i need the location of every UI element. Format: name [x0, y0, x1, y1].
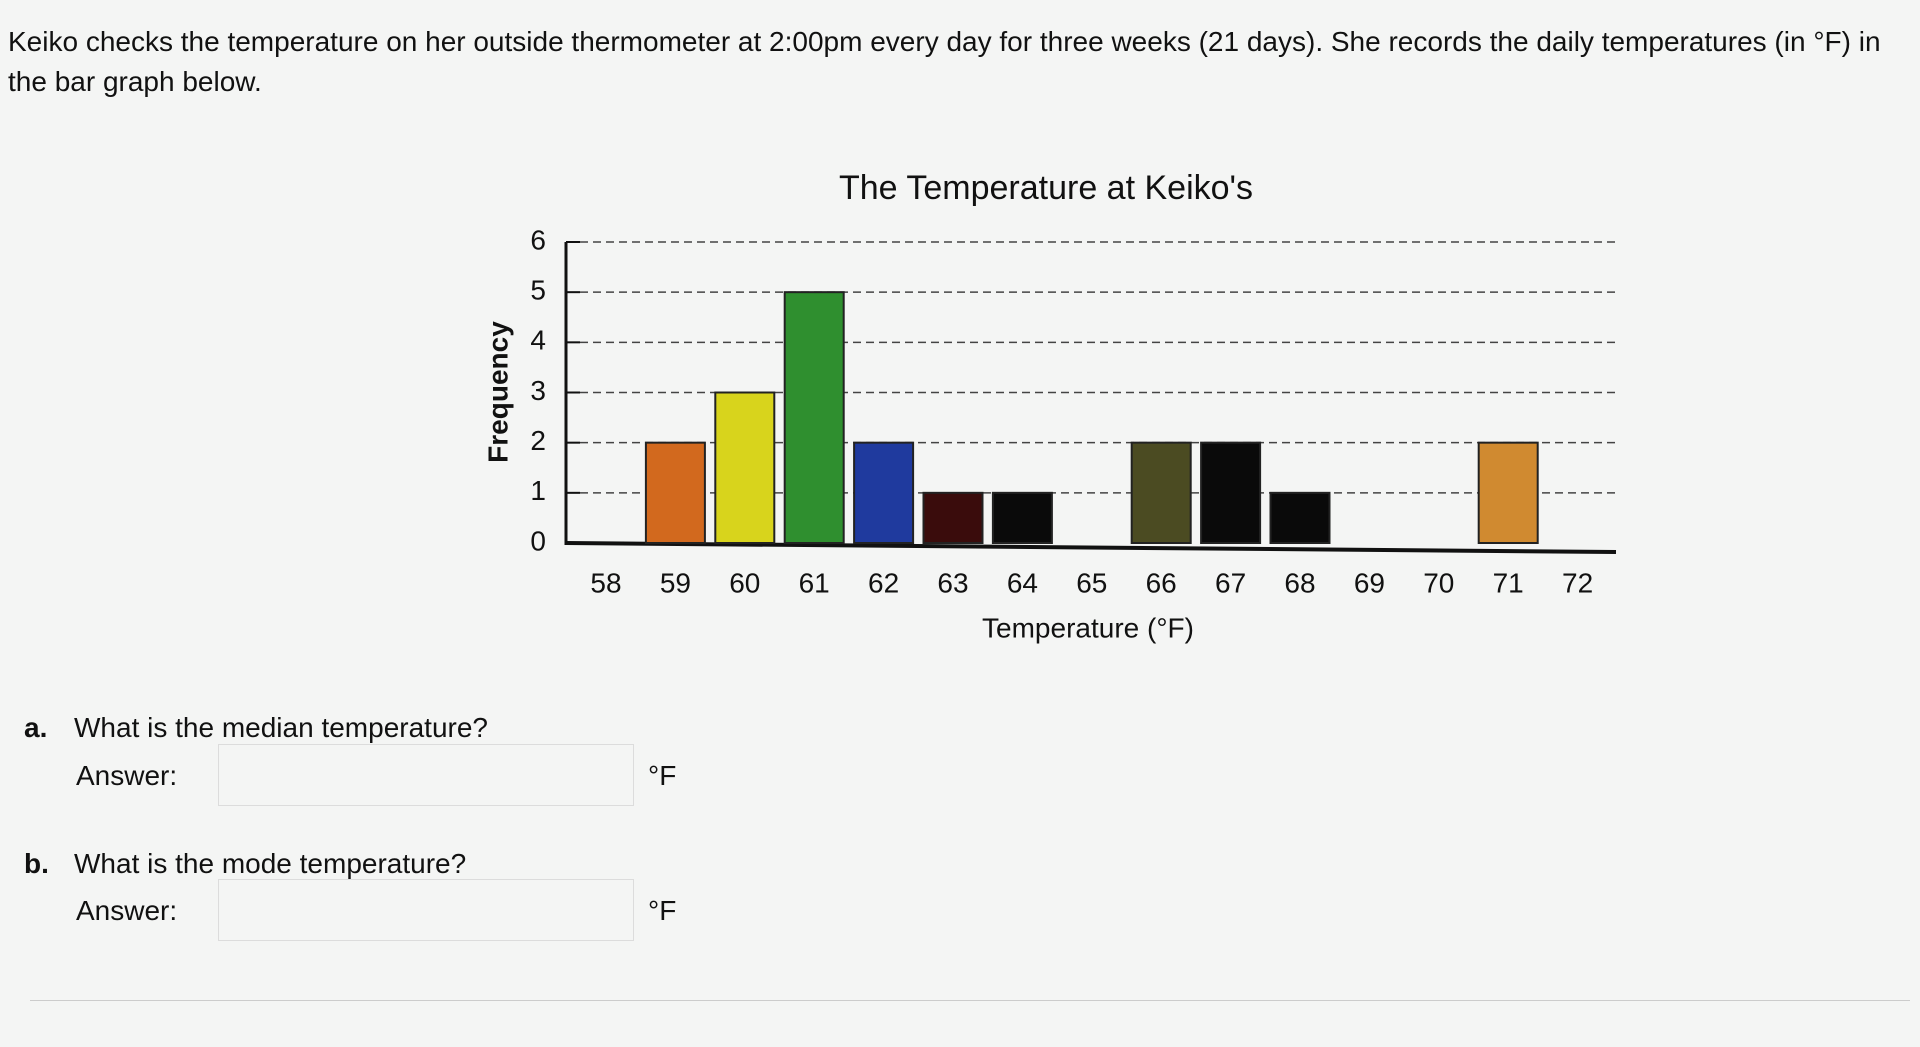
bar: [1477, 441, 1539, 544]
question-text: What is the median temperature?: [74, 712, 488, 743]
bar: [853, 441, 915, 544]
x-tick-label: 62: [868, 567, 899, 598]
chart: The Temperature at Keiko's Temperature (…: [482, 169, 1617, 643]
answer-input[interactable]: [218, 744, 634, 806]
answer-unit: °F: [648, 895, 677, 926]
x-tick-label: 63: [937, 567, 968, 598]
x-axis-label: Temperature (°F): [982, 612, 1194, 643]
answer-label: Answer:: [76, 760, 178, 791]
x-tick-label: 71: [1493, 567, 1524, 598]
question-text: What is the mode temperature?: [74, 848, 467, 879]
answer-label: Answer:: [76, 895, 178, 926]
x-tick-label: 69: [1354, 567, 1385, 598]
question-letter: a.: [24, 712, 48, 743]
y-axis-label: Frequency: [482, 321, 513, 463]
question-a: a. What is the median temperature?: [24, 712, 488, 744]
y-tick-label: 6: [530, 224, 546, 255]
x-tick-label: 67: [1215, 567, 1246, 598]
y-tick-label: 0: [530, 525, 546, 556]
question-letter: b.: [24, 848, 49, 879]
x-tick-label: 72: [1562, 567, 1593, 598]
x-tick-label: 61: [799, 567, 830, 598]
answer-unit: °F: [648, 760, 677, 791]
x-tick-label: 70: [1423, 567, 1454, 598]
answer-input[interactable]: [218, 879, 634, 941]
answer-row: Answer: °F: [76, 744, 676, 806]
bar: [1200, 441, 1262, 544]
x-tick-label: 58: [590, 567, 621, 598]
y-tick-label: 5: [530, 275, 546, 306]
divider: [30, 1000, 1910, 1001]
bar: [783, 291, 845, 544]
x-tick-label: 60: [729, 567, 760, 598]
x-tick-label: 64: [1007, 567, 1038, 598]
bar: [1130, 441, 1192, 544]
bar: [991, 491, 1053, 545]
x-tick-label: 59: [660, 567, 691, 598]
intro-text: Keiko checks the temperature on her outs…: [8, 26, 1881, 97]
y-tick-label: 1: [530, 475, 546, 506]
bar: [644, 441, 706, 544]
bar: [714, 391, 776, 544]
bar: [1269, 491, 1331, 545]
y-tick-label: 3: [530, 375, 546, 406]
y-tick-label: 2: [530, 425, 546, 456]
y-tick-label: 4: [530, 325, 546, 356]
x-tick-label: 66: [1146, 567, 1177, 598]
x-tick-label: 65: [1076, 567, 1107, 598]
chart-title: The Temperature at Keiko's: [839, 169, 1253, 207]
question-b: b. What is the mode temperature?: [24, 848, 466, 880]
answer-row: Answer: °F: [76, 879, 676, 941]
x-tick-label: 68: [1284, 567, 1315, 598]
x-axis: [565, 541, 1617, 554]
bar: [922, 491, 984, 545]
